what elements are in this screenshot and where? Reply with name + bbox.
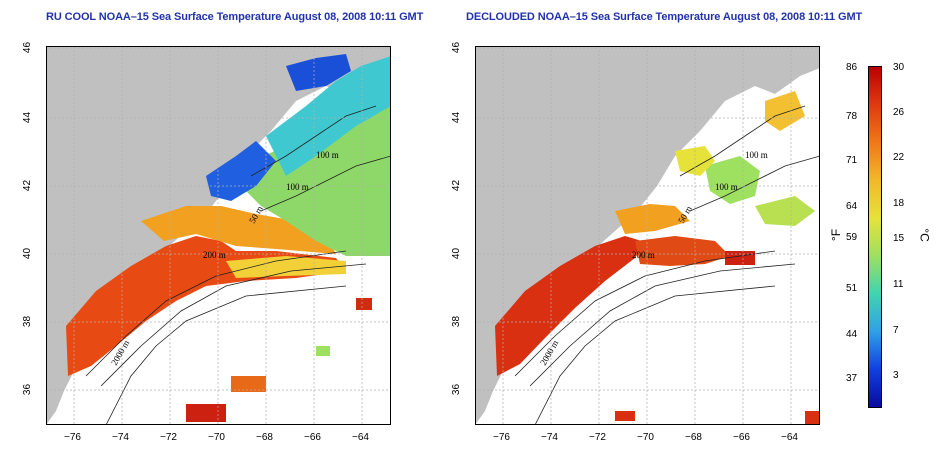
right-sst-map: 100 m 100 m 50 m 200 m 2000 m [475,46,820,425]
sst-orange-swath [141,206,336,254]
fahrenheit-unit-label: °F [829,228,844,242]
fahrenheit-tick: 78 [846,111,858,122]
celsius-tick: 3 [893,370,899,381]
y-tick: 46 [451,41,463,54]
y-tick: 40 [451,247,463,260]
x-tick: −76 [64,432,81,443]
graticule [475,46,820,425]
sst-spot-1 [725,251,755,265]
temperature-colorbar [868,66,882,408]
celsius-tick: 18 [893,198,905,209]
sst-orange-band [615,204,690,234]
contour-label: 100 m [286,182,309,192]
y-tick: 40 [22,247,34,260]
left-map-canvas: 100 m 100 m 50 m 200 m 2000 m [46,46,391,425]
celsius-tick: 7 [893,325,899,336]
right-map-canvas: 100 m 100 m 50 m 200 m 2000 m [475,46,820,425]
contour-label: 100 m [316,150,339,160]
sst-green-patch-2 [755,196,815,226]
x-tick: −72 [160,432,177,443]
sst-yellow-band [226,256,346,278]
contour-line [679,105,806,177]
sst-green-swath [241,101,391,256]
left-map-title: RU COOL NOAA–15 Sea Surface Temperature … [46,11,424,23]
contour-label: 200 m [632,250,655,260]
sst-spot-2 [186,404,226,422]
x-tick: −70 [637,432,654,443]
sst-red-swath-2 [635,236,730,266]
left-sst-map: 100 m 100 m 50 m 200 m 2000 m [46,46,391,425]
sst-spot-4 [316,346,330,356]
y-tick: 36 [451,383,463,396]
contour-line [529,263,796,387]
fahrenheit-tick: 51 [846,283,858,294]
contour-line [250,105,377,177]
sst-yellow-patch [675,146,715,176]
right-map-title: DECLOUDED NOAA–15 Sea Surface Temperatur… [466,11,863,23]
celsius-tick: 15 [893,233,905,244]
y-tick: 36 [22,383,34,396]
x-tick: −74 [112,432,129,443]
celsius-tick: 26 [893,107,905,118]
x-tick: −76 [493,432,510,443]
contour-label: 200 m [203,250,226,260]
contour-line [260,155,391,212]
land-mass [46,46,391,425]
x-tick: −72 [589,432,606,443]
sst-spot-3 [805,411,820,425]
sst-cyan-patch [266,56,391,176]
fahrenheit-tick: 64 [846,201,858,212]
sst-red-swath [495,236,645,376]
fahrenheit-tick: 59 [846,232,858,243]
x-tick: −68 [256,432,273,443]
y-tick: 38 [451,315,463,328]
x-tick: −64 [781,432,798,443]
sst-spot-2 [615,411,635,421]
contour-line [100,263,367,387]
contour-line [105,285,347,425]
sst-blue-patch-2 [286,54,351,91]
fahrenheit-tick: 71 [846,155,858,166]
land-mass [475,46,820,425]
x-tick: −68 [685,432,702,443]
contour-line [534,285,776,425]
celsius-tick: 30 [893,62,905,73]
sst-green-patch [705,156,760,204]
x-tick: −66 [304,432,321,443]
x-tick: −66 [733,432,750,443]
contour-line [514,250,776,377]
celsius-tick: 22 [893,152,905,163]
sst-yellow-patch-2 [765,91,805,131]
contour-label: 100 m [745,150,768,160]
y-tick: 44 [451,111,463,124]
contour-label: 100 m [715,182,738,192]
y-tick: 44 [22,111,34,124]
y-tick: 46 [22,41,34,54]
y-tick: 38 [22,315,34,328]
contour-label: 50 m [676,204,694,225]
x-tick: −70 [208,432,225,443]
fahrenheit-tick: 44 [846,329,858,340]
y-tick: 42 [22,179,34,192]
x-tick: −74 [541,432,558,443]
celsius-tick: 11 [893,279,904,290]
sst-spot-3 [356,298,372,310]
contour-line [85,250,347,377]
fahrenheit-tick: 37 [846,373,858,384]
contour-line [689,155,820,212]
celsius-unit-label: °C [917,228,932,242]
contour-label: 2000 m [538,338,560,367]
fahrenheit-tick: 86 [846,62,858,73]
y-tick: 42 [451,179,463,192]
graticule [46,46,391,425]
x-tick: −64 [352,432,369,443]
sst-spot-1 [231,376,266,392]
